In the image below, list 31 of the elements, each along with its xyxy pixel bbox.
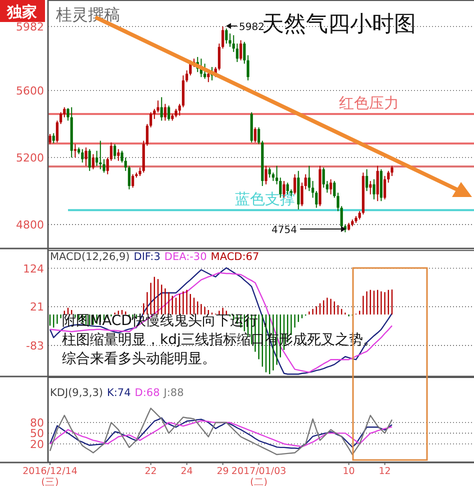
text: 独家 [6,3,37,21]
y-tick-label: 5200 [16,152,44,165]
y-tick-label: 5982 [16,20,44,34]
y-tick-label: 21 [30,300,44,314]
x-tick-label: 2016/12/14(三) [22,466,78,486]
series-label: DEA:-30 [164,251,207,263]
text: MACD:67 [210,251,260,263]
y-tick-label: -83 [26,339,44,352]
series-label: J:88 [162,387,184,399]
x-tick-label: 24 [180,466,193,477]
text: 天然气四小时图 [262,12,416,37]
text: DIF:3 [134,251,160,263]
y-tick-label: 80 [30,416,44,430]
x-tick-label: 29 [216,466,229,477]
annotation: 5982 [239,22,264,33]
annotation: 4754 [272,225,297,236]
x-tick-label: 22 [144,466,157,477]
chart-title: MACD(12,26,9) [50,251,130,263]
x-tick-label: 12 [378,466,391,477]
text: KDJ(9,3,3) [50,387,103,399]
x-tick-label: 10 [342,466,355,477]
annotation: 综合来看多头动能明显。 [62,351,216,367]
y-tick-label: 50 [30,427,44,440]
x-tick-label: 2017/01/03(二) [231,466,286,486]
text: D:68 [134,387,160,399]
ref-line-label: 红色压力 [339,94,399,112]
y-tick-label: 20 [30,438,44,451]
text: K:74 [106,387,132,399]
y-tick-label: 5600 [16,84,44,98]
y-tick-label: 4800 [16,218,44,232]
y-tick-label: 124 [23,262,44,276]
